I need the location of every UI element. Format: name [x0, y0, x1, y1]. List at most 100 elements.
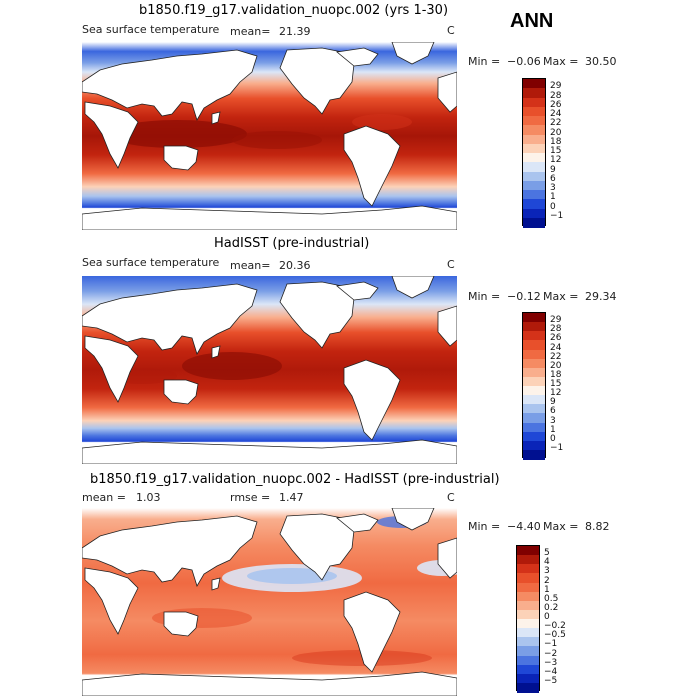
colorbar-frame	[522, 312, 546, 460]
colorbar-swatch	[517, 564, 539, 574]
colorbar-swatch	[523, 313, 545, 323]
colorbar-label: 15	[550, 379, 562, 389]
panel-1-min-label: Min =	[468, 55, 501, 68]
panel-3-max-label: Max =	[543, 520, 579, 533]
colorbar-label: −4	[544, 666, 558, 677]
panel-3-units: C	[447, 491, 455, 504]
colorbar-label: 2	[544, 575, 550, 586]
panel-2-mean-value: 20.36	[279, 259, 311, 272]
colorbar-swatch	[523, 217, 545, 228]
colorbar-swatch	[523, 449, 545, 460]
colorbar-swatch	[523, 422, 545, 433]
colorbar-label: 12	[550, 155, 562, 166]
colorbar-label: 12	[550, 388, 562, 399]
colorbar-label: −2	[544, 648, 558, 659]
colorbar-swatch	[523, 190, 545, 200]
colorbar-swatch	[523, 376, 545, 387]
panel-3-title: b1850.f19_g17.validation_nuopc.002 - Had…	[90, 472, 500, 487]
colorbar-swatch	[523, 106, 545, 117]
panel-2-colorbar: 29 28 26 24 22 20 18 15 12 9 6 3 1 0 −1	[522, 312, 563, 460]
colorbar-label: 29	[550, 81, 562, 92]
panel-3-colorbar: 5 4 3 2 1 0.5 0.2 0 −0.2 −0.5 −1 −2 −3 −4 −5	[516, 545, 566, 693]
colorbar-swatch	[523, 116, 545, 126]
colorbar-swatch	[523, 134, 545, 145]
panel-2-title: HadISST (pre-industrial)	[214, 236, 370, 251]
colorbar-frame	[522, 78, 546, 228]
panel-2-mean-label: mean=	[230, 259, 271, 272]
colorbar-label: −1	[550, 442, 564, 453]
colorbar-swatch	[523, 331, 545, 341]
colorbar-swatch	[523, 125, 545, 135]
colorbar-swatch	[517, 582, 539, 593]
season-label: ANN	[510, 10, 554, 32]
colorbar-label: 0	[550, 433, 556, 444]
colorbar-label: 0.2	[544, 602, 559, 613]
colorbar-swatch	[517, 600, 539, 611]
colorbar-label: −1	[544, 639, 558, 650]
panel-2-sst-map	[82, 276, 457, 464]
colorbar-label: 28	[550, 324, 562, 335]
panel-3-min-value: −4.40	[507, 520, 541, 533]
colorbar-frame	[516, 545, 540, 693]
panel-3-min-label: Min =	[468, 520, 501, 533]
colorbar-swatch	[523, 367, 545, 378]
colorbar-swatch	[523, 208, 545, 219]
panel-1-min-value: −0.06	[507, 55, 541, 68]
colorbar-label: 6	[550, 173, 556, 184]
colorbar-label: −5	[544, 675, 558, 686]
colorbar-label: −0.5	[544, 630, 566, 641]
colorbar-label: 22	[550, 351, 562, 362]
colorbar-label: 20	[550, 360, 562, 371]
colorbar-label: 28	[550, 90, 562, 101]
colorbar-label: 3	[544, 566, 550, 577]
panel-1-max-label: Max =	[543, 55, 579, 68]
colorbar-swatch	[517, 628, 539, 638]
colorbar-label: 6	[550, 406, 556, 417]
panel-1-colorbar: 29 28 26 24 22 20 18 15 12 9 6 3 1 0 −1	[522, 78, 563, 228]
colorbar-swatch	[523, 404, 545, 414]
colorbar-label: 26	[550, 99, 562, 110]
colorbar-swatch	[517, 646, 539, 656]
panel-3-difference-map	[82, 508, 457, 696]
panel-2-min-label: Min =	[468, 290, 501, 303]
panel-2-units: C	[447, 258, 455, 271]
panel-1-mean-label: mean=	[230, 25, 271, 38]
colorbar-label: 22	[550, 118, 562, 129]
colorbar-swatch	[523, 431, 545, 442]
colorbar-swatch	[517, 664, 539, 675]
colorbar-label: 3	[550, 415, 556, 426]
colorbar-label: 3	[550, 183, 556, 193]
colorbar-swatch	[517, 673, 539, 684]
colorbar-swatch	[523, 358, 545, 369]
colorbar-swatch	[517, 682, 539, 693]
colorbar-label: 9	[550, 397, 556, 408]
colorbar-swatch	[523, 97, 545, 108]
colorbar-swatch	[517, 573, 539, 583]
colorbar-swatch	[523, 440, 545, 451]
panel-1-max-value: 30.50	[585, 55, 617, 68]
colorbar-swatch	[523, 322, 545, 332]
colorbar-swatch	[523, 199, 545, 209]
colorbar-swatch	[517, 546, 539, 556]
panel-2-min-value: −0.12	[507, 290, 541, 303]
colorbar-label: 0	[544, 612, 550, 622]
colorbar-label: 1	[550, 192, 556, 203]
colorbar-swatch	[517, 637, 539, 647]
panel-2-max-label: Max =	[543, 290, 579, 303]
panel-3-rmse-label: rmse =	[230, 491, 271, 504]
colorbar-swatch	[523, 162, 545, 172]
colorbar-label: 1	[544, 584, 550, 595]
colorbar-label: −3	[544, 657, 558, 668]
colorbar-swatch	[523, 413, 545, 423]
panel-1-mean-value: 21.39	[279, 25, 311, 38]
panel-3-mean-label: mean =	[82, 491, 126, 504]
colorbar-label: −0.2	[544, 621, 566, 632]
colorbar-label: 5	[544, 548, 550, 559]
panel-3-rmse-value: 1.47	[279, 491, 304, 504]
colorbar-label: 20	[550, 127, 562, 138]
colorbar-label: 9	[550, 164, 556, 175]
colorbar-swatch	[523, 143, 545, 154]
colorbar-swatch	[517, 655, 539, 666]
colorbar-swatch	[517, 619, 539, 629]
colorbar-swatch	[523, 180, 545, 191]
